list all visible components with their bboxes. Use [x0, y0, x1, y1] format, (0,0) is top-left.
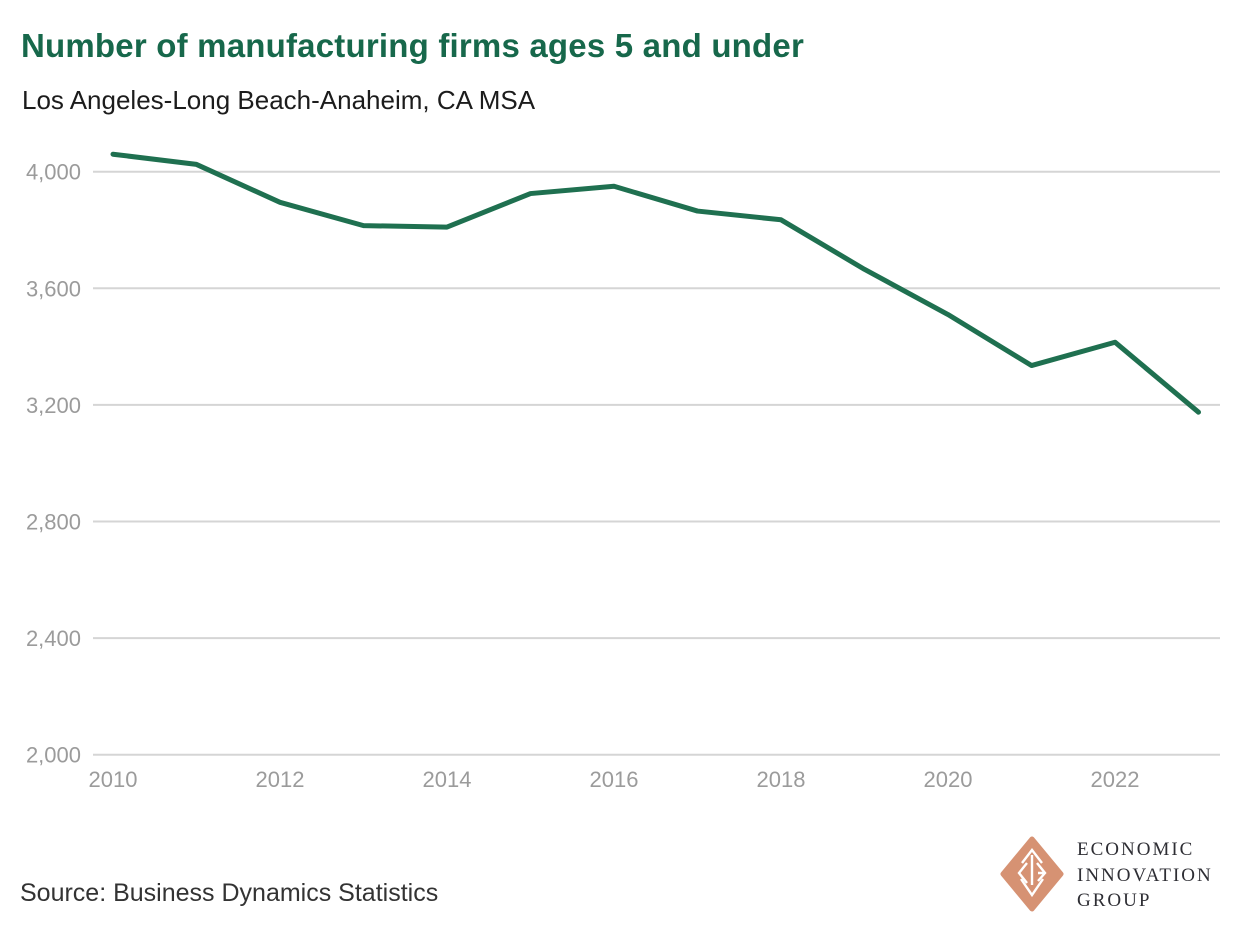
eig-logo: ECONOMIC INNOVATION GROUP: [1000, 836, 1213, 914]
y-axis-tick-label: 2,800: [26, 510, 81, 535]
x-axis-tick-label: 2010: [89, 767, 138, 792]
eig-diamond-logo-icon: [1000, 836, 1064, 912]
eig-logo-line: GROUP: [1077, 890, 1152, 911]
x-axis-tick-label: 2014: [423, 767, 472, 792]
firms-data-line: [110, 151, 1201, 415]
y-axis-tick-label: 3,200: [26, 393, 81, 418]
eig-logo-line: INNOVATION: [1077, 864, 1213, 886]
page-title: Number of manufacturing firms ages 5 and…: [21, 27, 804, 64]
x-axis-tick-label: 2016: [590, 767, 639, 792]
y-axis-tick-label: 3,600: [26, 276, 81, 301]
y-axis-tick-label: 2,000: [26, 743, 81, 768]
x-axis-tick-label: 2020: [924, 767, 973, 792]
x-axis-tick-label: 2018: [757, 767, 806, 792]
eig-logo-text: ECONOMIC INNOVATION GROUP: [1077, 836, 1213, 914]
eig-logo-line: ECONOMIC: [1077, 839, 1195, 860]
x-axis-tick-label: 2022: [1091, 767, 1140, 792]
source-note: Source: Business Dynamics Statistics: [20, 879, 439, 907]
chart-subtitle: Los Angeles-Long Beach-Anaheim, CA MSA: [22, 85, 536, 115]
x-axis-tick-label: 2012: [256, 767, 305, 792]
y-axis-tick-label: 2,400: [26, 626, 81, 651]
y-axis-tick-label: 4,000: [26, 160, 81, 185]
